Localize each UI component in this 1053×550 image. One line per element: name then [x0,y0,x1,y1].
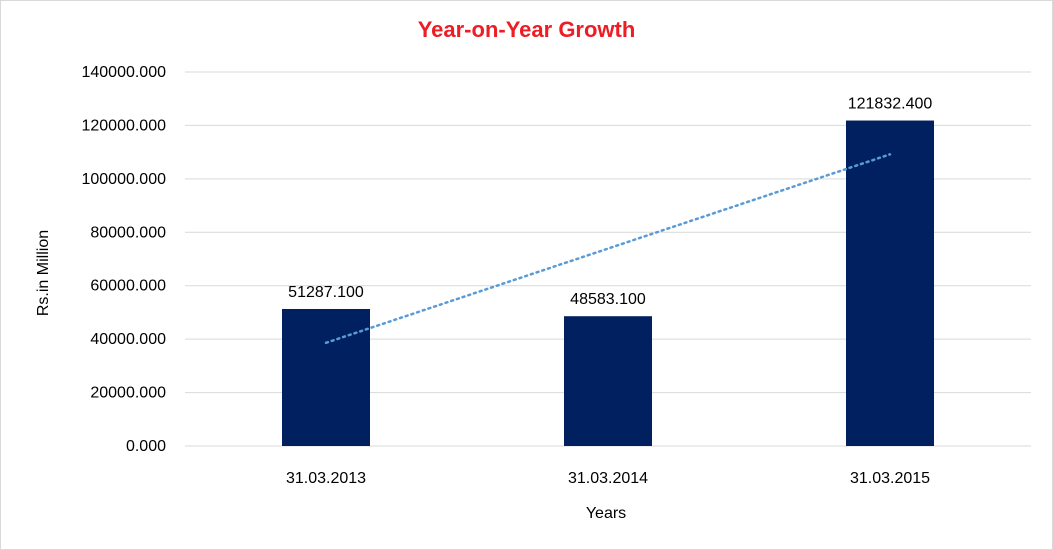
x-tick-labels: 31.03.2013 31.03.2014 31.03.2015 [286,470,930,487]
chart-title: Year-on-Year Growth [417,17,636,42]
y-tick-label: 140000.000 [81,64,166,81]
y-tick-label: 0.000 [126,438,166,455]
bars [282,120,934,446]
x-tick-label: 31.03.2013 [286,470,366,487]
bar [564,316,652,446]
trendline [324,153,892,345]
x-tick-label: 31.03.2015 [850,470,930,487]
y-tick-labels: 0.000 20000.000 40000.000 60000.000 80000.00… [81,64,166,455]
trendline-path [324,153,892,345]
x-axis-label: Years [585,505,627,522]
data-label: 48583.100 [570,291,646,308]
x-tick-label: 31.03.2014 [568,470,648,487]
bar [282,308,370,446]
data-label: 121832.400 [848,96,933,113]
y-tick-label: 80000.000 [90,224,166,241]
bar [846,120,934,446]
y-tick-label: 60000.000 [90,278,166,295]
y-tick-label: 100000.000 [81,171,166,188]
y-tick-label: 40000.000 [90,331,166,348]
y-tick-label: 120000.000 [81,117,166,134]
data-labels: 51287.100 48583.100 121832.400 [288,96,932,309]
y-tick-label: 20000.000 [90,385,166,402]
data-label: 51287.100 [288,284,364,301]
